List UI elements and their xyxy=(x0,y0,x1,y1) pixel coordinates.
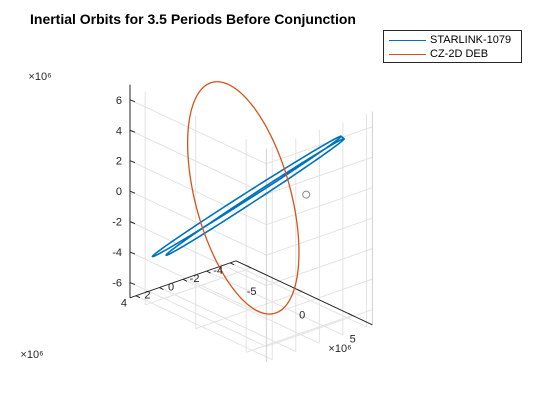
y-tick-label: -4 xyxy=(213,265,223,277)
z-tick xyxy=(129,282,136,286)
grid-line xyxy=(229,262,367,328)
grid-line xyxy=(266,248,373,287)
x-tick xyxy=(246,265,252,269)
grid-line xyxy=(266,156,373,195)
z-tick-label: -4 xyxy=(112,247,122,259)
legend-label: STARLINK-1079 xyxy=(430,34,512,46)
grid-line xyxy=(206,270,344,336)
z-tick xyxy=(129,190,136,194)
legend-swatch xyxy=(389,54,426,55)
x-tick-label: -5 xyxy=(247,286,257,298)
label-layer: -5 0 5 4 2 0 -2 -4 6 4 2 0 -2 -4 -6 ×10⁶ ×10⁶ ×10⁶ xyxy=(20,71,355,361)
legend-entry-debris[interactable]: CZ-2D DEB xyxy=(384,47,521,61)
y-exponent-label: ×10⁶ xyxy=(20,349,43,361)
x-tick-label: 5 xyxy=(350,333,356,345)
axis-layer xyxy=(129,84,373,326)
y-tick-label: 2 xyxy=(144,290,150,302)
z-tick xyxy=(129,129,136,133)
y-tick xyxy=(135,295,141,299)
z-tick-label: -2 xyxy=(112,217,122,229)
y-tick-label: -2 xyxy=(190,273,200,285)
y-tick xyxy=(206,270,211,274)
legend-swatch xyxy=(389,40,426,41)
x-tick xyxy=(297,289,302,293)
grid-line xyxy=(266,309,373,348)
z-tick xyxy=(129,99,136,103)
series-layer xyxy=(151,81,345,315)
z-exponent-label: ×10⁶ xyxy=(28,71,51,83)
y-tick xyxy=(182,278,188,282)
z-tick-label: 2 xyxy=(116,156,122,168)
grid-layer xyxy=(129,84,373,362)
grid-line xyxy=(129,282,267,347)
grid-line xyxy=(129,99,267,165)
y-tick-label: 0 xyxy=(168,281,174,293)
legend-label: CZ-2D DEB xyxy=(430,48,489,60)
grid-line xyxy=(266,187,373,226)
z-tick-label: 0 xyxy=(116,186,122,198)
grid-line xyxy=(159,287,297,352)
x-exponent-label: ×10⁶ xyxy=(328,343,351,355)
grid-line xyxy=(182,278,320,344)
legend[interactable]: STARLINK-1079 CZ-2D DEB xyxy=(383,30,522,63)
grid-line xyxy=(135,295,273,361)
series-line-starlink-1079 xyxy=(151,135,345,258)
y-tick xyxy=(229,262,235,266)
z-tick xyxy=(129,251,136,255)
grid-line xyxy=(129,221,267,287)
grid-line xyxy=(266,278,373,317)
grid-line xyxy=(129,129,267,195)
y-tick-label: 4 xyxy=(121,298,127,310)
legend-entry-starlink[interactable]: STARLINK-1079 xyxy=(384,33,521,47)
z-tick-label: 6 xyxy=(116,95,122,107)
z-tick xyxy=(129,160,136,164)
grid-line xyxy=(266,126,373,165)
series-line-cz-2d-deb xyxy=(186,81,300,315)
grid-line xyxy=(129,251,267,317)
z-tick xyxy=(129,221,136,225)
conjunction-marker xyxy=(302,190,311,199)
grid-line xyxy=(266,217,373,256)
x-tick-label: 0 xyxy=(299,310,305,322)
z-tick-label: 4 xyxy=(116,125,122,137)
grid-line xyxy=(129,160,267,226)
z-tick-label: -6 xyxy=(112,278,122,290)
y-tick xyxy=(159,287,164,290)
x-tick xyxy=(347,312,353,316)
chart-title: Inertial Orbits for 3.5 Periods Before C… xyxy=(30,11,356,27)
